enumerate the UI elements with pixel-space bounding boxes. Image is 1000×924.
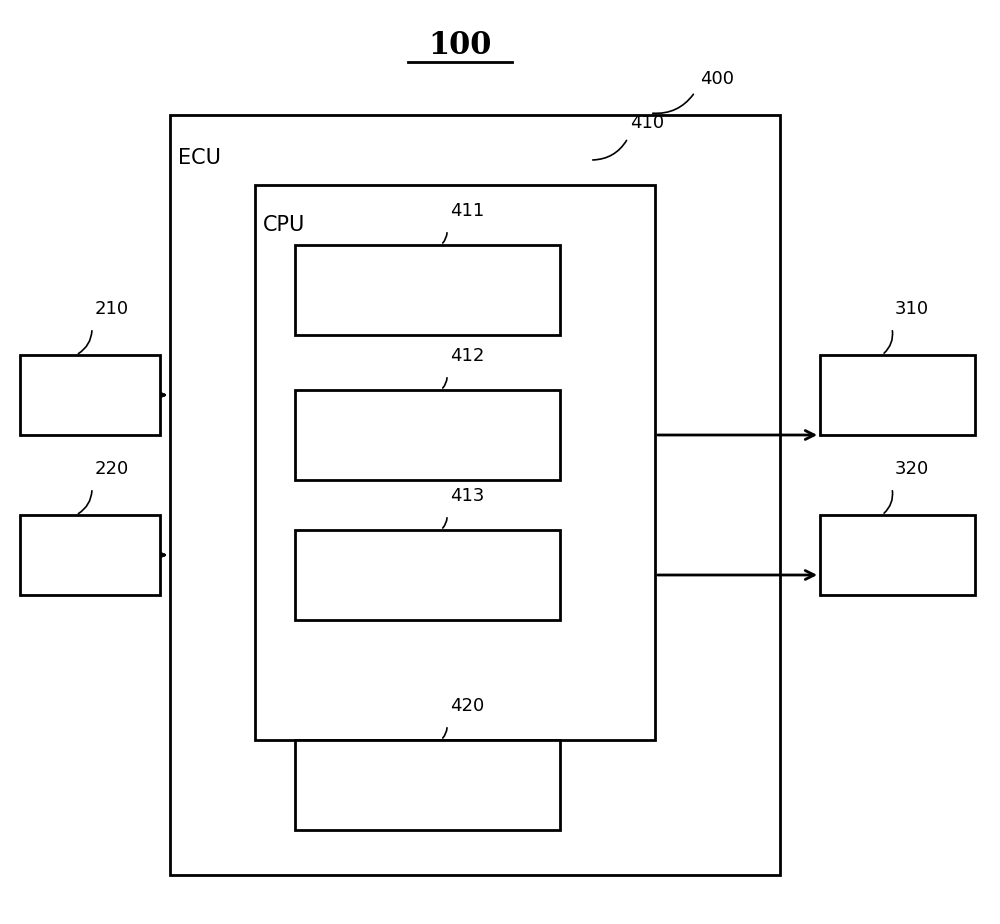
Bar bbox=[820, 355, 975, 435]
Text: 220: 220 bbox=[95, 460, 129, 478]
Bar bbox=[295, 530, 560, 620]
Text: 100: 100 bbox=[428, 30, 492, 60]
Text: 210: 210 bbox=[95, 300, 129, 318]
Bar bbox=[255, 185, 655, 740]
Text: 提取部: 提取部 bbox=[406, 423, 449, 447]
Bar bbox=[820, 515, 975, 595]
Text: 显示控制部: 显示控制部 bbox=[392, 563, 463, 587]
Bar bbox=[170, 115, 780, 875]
Text: 412: 412 bbox=[450, 347, 484, 365]
Text: 410: 410 bbox=[630, 114, 664, 132]
Text: 摄像机: 摄像机 bbox=[69, 543, 111, 567]
Bar bbox=[295, 390, 560, 480]
Bar bbox=[295, 245, 560, 335]
Bar bbox=[20, 515, 160, 595]
Text: 显示器: 显示器 bbox=[876, 543, 919, 567]
Text: 存储器: 存储器 bbox=[406, 773, 449, 797]
Text: 411: 411 bbox=[450, 202, 484, 220]
Text: CPU: CPU bbox=[263, 215, 305, 235]
Text: 310: 310 bbox=[895, 300, 929, 318]
Bar bbox=[20, 355, 160, 435]
Text: 运算部: 运算部 bbox=[406, 278, 449, 302]
Text: 420: 420 bbox=[450, 697, 484, 715]
Text: 显示器: 显示器 bbox=[876, 383, 919, 407]
Text: 320: 320 bbox=[895, 460, 929, 478]
Text: 413: 413 bbox=[450, 487, 484, 505]
Bar bbox=[295, 740, 560, 830]
Text: 400: 400 bbox=[700, 70, 734, 88]
Text: ECU: ECU bbox=[178, 148, 221, 168]
Text: 摄像机: 摄像机 bbox=[69, 383, 111, 407]
